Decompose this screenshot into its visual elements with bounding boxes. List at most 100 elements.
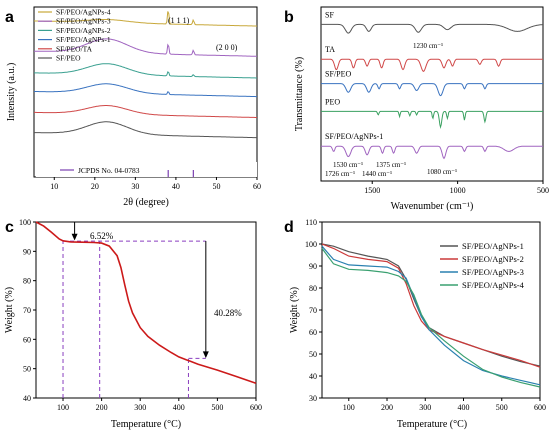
legend-label-sf-peo-agnps-1: SF/PEO/AgNPs-1: [56, 35, 111, 44]
y-tick-label-c-100: 100: [19, 218, 31, 227]
legend-label-sf-peo-agnps-4: SF/PEO/AgNPs-4: [56, 8, 111, 17]
x-axis-label-d: Temperature (°C): [397, 419, 467, 430]
x-tick-label-c-400: 400: [173, 403, 185, 412]
series-group-b: [321, 23, 543, 160]
legend-d: SF/PEO/AgNPs-1 SF/PEO/AgNPs-2 SF/PEO/AgNPs…: [440, 241, 525, 290]
series-line-sf-peo-agnps-1: [321, 145, 543, 160]
y-tick-label-d-50: 50: [309, 350, 317, 359]
legend-label-sf-peo-ta: SF/PEO/TA: [56, 44, 93, 53]
x-tick-label-a-50: 50: [212, 182, 220, 191]
panel-a: a SF/PEO/AgNPs-4SF/PEO/AgNPs-3SF/PEO/AgN…: [5, 6, 261, 208]
annotation-652: 6.52%: [90, 231, 114, 241]
x-tick-label-d-600: 600: [534, 403, 546, 412]
x-tick-label-a-10: 10: [50, 182, 58, 191]
y-tick-label-c-80: 80: [23, 277, 31, 286]
reference-box: [36, 162, 257, 177]
y-axis-label-c: Weight (%): [4, 287, 15, 333]
x-tick-label-d-400: 400: [458, 403, 470, 412]
annotation-1726: 1726 cm⁻¹: [325, 170, 355, 178]
annotation-1080: 1080 cm⁻¹: [427, 168, 457, 176]
panel-label-b: b: [284, 9, 294, 26]
x-axis-label-c: Temperature (°C): [111, 419, 181, 430]
panel-c: c 6.52% 40.28% 100 200 300 400 500 600 40 50 60 7…: [4, 218, 262, 430]
series-line-sf-peo-agnps-3: [34, 38, 257, 57]
series-group-c: [35, 221, 257, 385]
reference-lines: [167, 170, 194, 177]
series-label-sf: SF: [325, 10, 334, 19]
y-tick-label-d-40: 40: [309, 372, 317, 381]
reference-label: JCPDS No. 04-0783: [78, 166, 140, 175]
series-line-ta: [321, 58, 543, 73]
x-axis-label-a: 2θ (degree): [123, 197, 169, 208]
x-tick-label-d-200: 200: [381, 403, 393, 412]
panel-label-a: a: [5, 9, 14, 26]
x-tick-label-b-500: 500: [537, 186, 549, 195]
series-line-sf-peo-ta: [34, 105, 257, 118]
y-tick-label-d-80: 80: [309, 284, 317, 293]
x-tick-label-d-100: 100: [343, 403, 355, 412]
panel-label-c: c: [5, 219, 14, 236]
legend-label-sf-peo-agnps-4: SF/PEO/AgNPs-4: [462, 280, 525, 290]
x-ticks-b: 1500 1000 500: [364, 181, 549, 195]
legend-label-sf-peo-agnps-2: SF/PEO/AgNPs-2: [462, 254, 524, 264]
series-labels-b: SF TA SF/PEO PEO SF/PEO/AgNPs-1: [325, 10, 383, 141]
series-line-sf-peo: [33, 121, 258, 139]
series-line-peo: [321, 110, 543, 130]
y-tick-label-c-70: 70: [23, 306, 31, 315]
x-tick-label-c-500: 500: [211, 403, 223, 412]
panel-d: d SF/PEO/AgNPs-1SF/PEO/AgNPs-2SF/PEO/AgN…: [284, 218, 546, 430]
x-tick-label-c-600: 600: [250, 403, 262, 412]
y-tick-label-d-110: 110: [305, 218, 317, 227]
annotation-1440: 1440 cm⁻¹: [362, 170, 392, 178]
series-line-sf-peo-agnps-4: [33, 11, 258, 27]
panel-label-d: d: [284, 219, 294, 236]
arrow-head-40-28: [202, 351, 209, 359]
plot-frame-b: [320, 6, 544, 182]
x-tick-label-a-30: 30: [131, 182, 139, 191]
axis-ticks-c: 100 200 300 400 500 600 40 50 60 70 80 90 100: [19, 218, 262, 412]
series-label-sf-peo: SF/PEO: [325, 70, 351, 79]
series-line-sf-peo: [321, 83, 543, 97]
legend-label-sf-peo: SF/PEO: [56, 54, 81, 63]
annotation-1530: 1530 cm⁻¹: [333, 161, 363, 169]
y-tick-label-d-100: 100: [305, 240, 317, 249]
series-group-d: [321, 243, 541, 388]
x-tick-label-d-500: 500: [496, 403, 508, 412]
series-label-sf-peo-agnps-1: SF/PEO/AgNPs-1: [325, 132, 383, 141]
axis-ticks-d: 100 200 300 400 500 600 30 40 50 60 70 80 90 100 110: [305, 218, 546, 412]
y-tick-label-c-90: 90: [23, 247, 31, 256]
legend-label-sf-peo-agnps-3: SF/PEO/AgNPs-3: [462, 267, 524, 277]
series-line-sf-peo-agnps-2: [321, 243, 541, 368]
series-line-sf-peo-agnps-4: [321, 248, 541, 388]
x-axis-label-b: Wavenumber (cm⁻¹): [391, 201, 474, 212]
legend-label-sf-peo-agnps-1: SF/PEO/AgNPs-1: [462, 241, 524, 251]
y-tick-label-c-50: 50: [23, 365, 31, 374]
x-ticks-a: 10 20 30 40 50 60: [50, 177, 261, 191]
legend-label-sf-peo-agnps-2: SF/PEO/AgNPs-2: [56, 26, 111, 35]
annotation-4028: 40.28%: [214, 308, 242, 318]
peak-label-111: (1 1 1): [168, 16, 190, 25]
series-line-sf-peo-agnps-2: [34, 63, 257, 79]
arrow-head-6-52: [71, 233, 78, 241]
x-tick-label-c-300: 300: [134, 403, 146, 412]
y-axis-label-b: Transmittance (%): [294, 57, 305, 131]
x-tick-label-a-40: 40: [172, 182, 180, 191]
peak-label-200: (2 0 0): [216, 43, 238, 52]
y-tick-label-d-90: 90: [309, 262, 317, 271]
annotation-1375: 1375 cm⁻¹: [376, 161, 406, 169]
series-label-ta: TA: [325, 45, 335, 54]
y-tick-label-c-60: 60: [23, 335, 31, 344]
y-tick-label-d-70: 70: [309, 306, 317, 315]
series-line-c-0: [35, 221, 257, 385]
legend-a: SF/PEO/AgNPs-4SF/PEO/AgNPs-3SF/PEO/AgNPs…: [38, 8, 111, 63]
y-tick-label-c-40: 40: [23, 394, 31, 403]
legend-label-sf-peo-agnps-3: SF/PEO/AgNPs-3: [56, 17, 111, 26]
series-line-sf: [321, 23, 543, 34]
x-tick-label-c-200: 200: [96, 403, 108, 412]
guides-c: [62, 222, 209, 398]
y-axis-label-d: Weight (%): [289, 287, 300, 333]
annotation-1230: 1230 cm⁻¹: [413, 42, 443, 50]
series-line-sf-peo-agnps-1: [34, 83, 257, 98]
